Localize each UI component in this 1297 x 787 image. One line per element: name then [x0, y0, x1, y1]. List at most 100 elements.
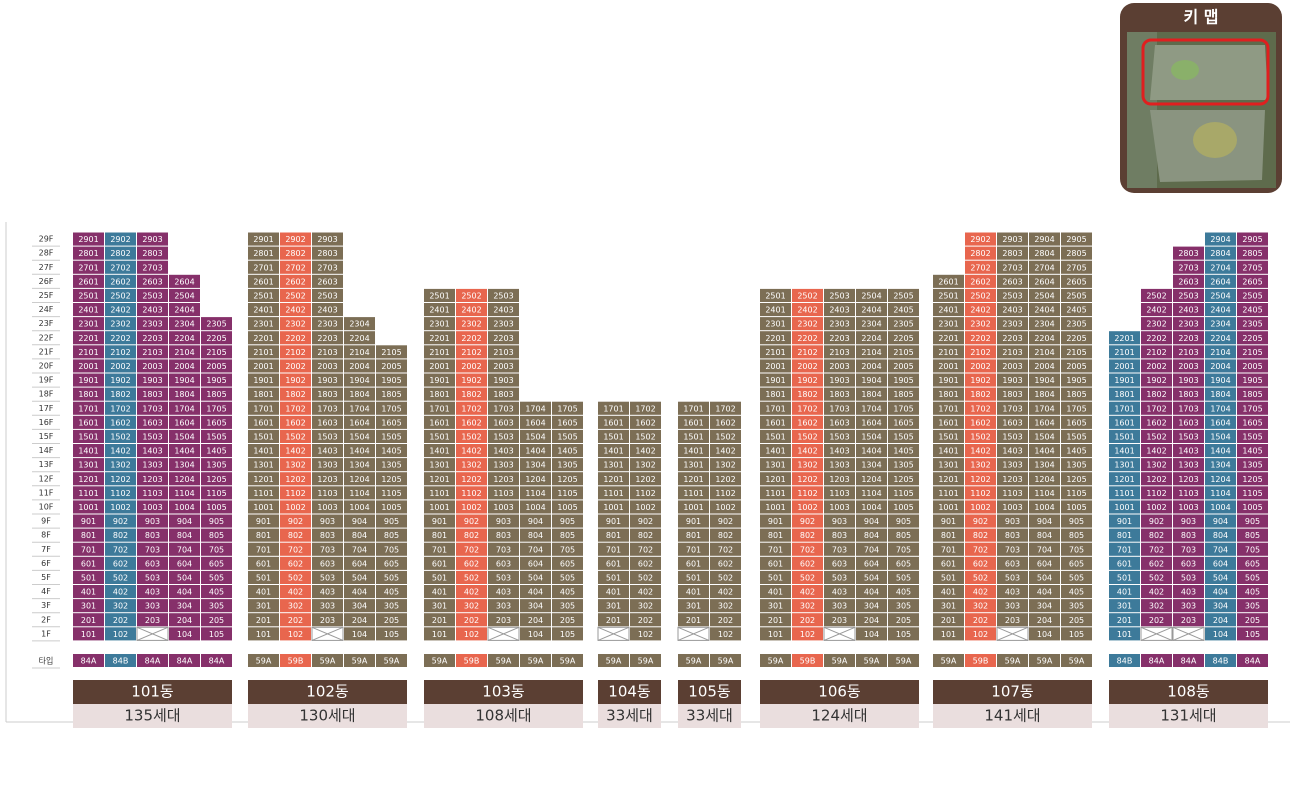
unit-number: 303: [832, 602, 847, 611]
unit-cell: [792, 359, 823, 373]
unit-cell: [456, 570, 487, 584]
unit-cell: [710, 599, 741, 613]
unit-cell: [678, 528, 709, 542]
unit-cell: [856, 429, 887, 443]
unit-number: 1201: [603, 475, 623, 484]
unit-type: 84A: [209, 657, 225, 666]
unit-number: 1704: [525, 404, 545, 413]
unit-number: 2101: [78, 348, 98, 357]
unit-number: 604: [1037, 559, 1052, 568]
unit-number: 805: [1069, 531, 1084, 540]
unit-cell: [552, 556, 583, 570]
unit-cell: [456, 585, 487, 599]
unit-cell: [424, 472, 455, 486]
unit-number: 2304: [1034, 320, 1054, 329]
type-cell: [1109, 654, 1140, 667]
unit-number: 1805: [381, 390, 401, 399]
unit-cell: [73, 317, 104, 331]
unit-number: 1002: [461, 503, 481, 512]
empty-cross: [677, 626, 710, 641]
unit-cell: [933, 627, 964, 641]
unit-cell: [888, 373, 919, 387]
unit-number: 1601: [1114, 418, 1134, 427]
unit-number: 105: [1069, 630, 1084, 639]
unit-number: 202: [638, 616, 653, 625]
unit-number: 2204: [861, 334, 881, 343]
unit-cell: [792, 331, 823, 345]
unit-number: 2804: [1034, 249, 1054, 258]
unit-cell: [792, 627, 823, 641]
unit-cell: [552, 542, 583, 556]
empty-cross: [311, 626, 344, 641]
unit-number: 405: [209, 588, 224, 597]
unit-number: 1802: [110, 390, 130, 399]
unit-cell: [456, 627, 487, 641]
unit-cell: [678, 429, 709, 443]
type-cell: [598, 654, 629, 667]
unit-cell: [248, 359, 279, 373]
unit-cell: [376, 556, 407, 570]
unit-number: 2303: [317, 320, 337, 329]
unit-cell: [344, 373, 375, 387]
unit-number: 2104: [1210, 348, 1230, 357]
unit-cell: [488, 486, 519, 500]
unit-number: 104: [352, 630, 367, 639]
unit-number: 702: [1149, 545, 1164, 554]
unit-number: 1801: [765, 390, 785, 399]
unit-number: 403: [496, 588, 511, 597]
unit-number: 2305: [1066, 320, 1086, 329]
unit-cell: [312, 570, 343, 584]
unit-number: 801: [81, 531, 96, 540]
unit-cell: [933, 542, 964, 556]
unit-number: 403: [145, 588, 160, 597]
unit-number: 1102: [970, 489, 990, 498]
unit-cell: [710, 542, 741, 556]
unit-number: 2005: [893, 362, 913, 371]
unit-cell: [933, 585, 964, 599]
unit-cell: [1029, 599, 1060, 613]
type-cell: [344, 654, 375, 667]
unit-cell: [248, 542, 279, 556]
unit-number: 2002: [285, 362, 305, 371]
unit-number: 901: [81, 517, 96, 526]
unit-number: 2901: [78, 235, 98, 244]
unit-cell: [933, 444, 964, 458]
unit-number: 301: [941, 602, 956, 611]
unit-cell: [1109, 345, 1140, 359]
unit-number: 1004: [1210, 503, 1230, 512]
unit-type: 59A: [686, 657, 702, 666]
building-bar: [598, 680, 661, 704]
type-cell: [630, 654, 661, 667]
unit-cell: [105, 359, 136, 373]
unit-number: 401: [941, 588, 956, 597]
unit-cell: [280, 415, 311, 429]
unit-cell: [344, 472, 375, 486]
unit-number: 701: [432, 545, 447, 554]
unit-cell: [376, 500, 407, 514]
unit-number: 1203: [493, 475, 513, 484]
unit-number: 904: [1037, 517, 1052, 526]
unit-number: 2303: [1178, 320, 1198, 329]
unit-number: 2204: [174, 334, 194, 343]
unit-number: 401: [606, 588, 621, 597]
unit-cell: [169, 528, 200, 542]
unit-cell: [1029, 288, 1060, 302]
unit-number: 1604: [861, 418, 881, 427]
unit-cell: [280, 429, 311, 443]
unit-number: 2102: [461, 348, 481, 357]
unit-number: 105: [384, 630, 399, 639]
unit-cell: [856, 613, 887, 627]
unit-cell: [73, 542, 104, 556]
unit-number: 2001: [429, 362, 449, 371]
unit-number: 1505: [893, 432, 913, 441]
unit-number: 602: [638, 559, 653, 568]
unit-number: 1203: [142, 475, 162, 484]
unit-number: 402: [638, 588, 653, 597]
unit-cell: [965, 317, 996, 331]
unit-number: 1901: [253, 376, 273, 385]
unit-cell: [824, 570, 855, 584]
unit-cell: [376, 514, 407, 528]
unit-number: 204: [864, 616, 879, 625]
unit-cell: [169, 514, 200, 528]
unit-cell: [888, 472, 919, 486]
